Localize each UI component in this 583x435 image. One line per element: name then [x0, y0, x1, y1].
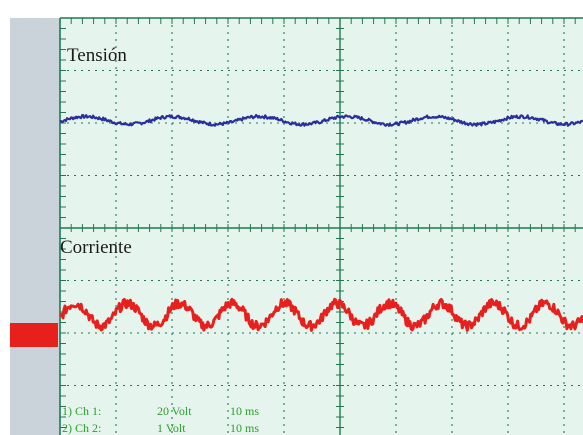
trace-corriente: [58, 297, 583, 332]
plot-background: [60, 18, 583, 435]
channel-info-2: 2) Ch 2: 1 Volt 10 ms: [62, 421, 259, 435]
channel-info-2-volts: 1 Volt: [157, 421, 186, 435]
traces: [58, 113, 583, 332]
channel-info-1-time: 10 ms: [230, 404, 259, 418]
trace-tension: [59, 113, 583, 127]
channel-info-1-volts: 20 Volt: [157, 404, 192, 418]
trace-label-tension: Tensión: [67, 45, 127, 66]
channel-info-2-time: 10 ms: [230, 421, 259, 435]
channel-info-1: 1) Ch 1: 20 Volt 10 ms: [62, 404, 259, 418]
left-panel: [10, 18, 60, 435]
trace-label-corriente: Corriente: [60, 237, 132, 258]
grid: [59, 17, 583, 435]
channel-info-2-channel: 2) Ch 2:: [62, 421, 101, 435]
channel-info-1-channel: 1) Ch 1:: [62, 404, 101, 418]
channel-marker: [10, 323, 58, 347]
